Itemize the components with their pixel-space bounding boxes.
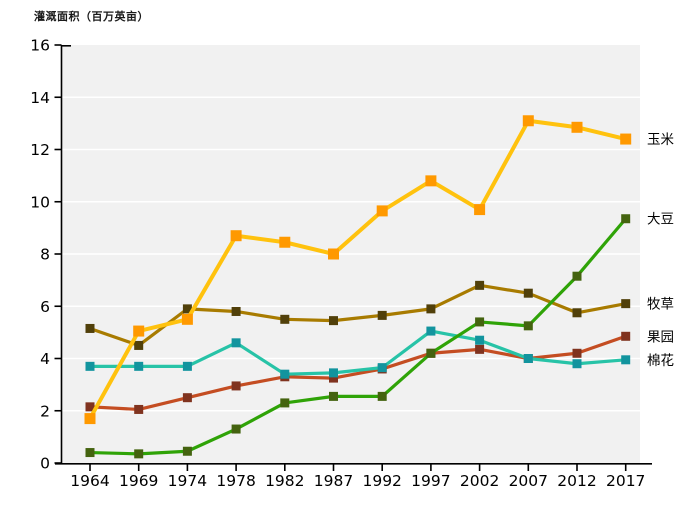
series-line-果园 [88,334,628,412]
y-tick-label: 8 [40,246,50,264]
series-marker-大豆 [231,424,241,434]
series-marker-棉花 [329,368,338,378]
series-line-棉花 [88,329,628,376]
series-marker-棉花 [280,369,290,379]
series-marker-大豆 [572,271,582,281]
series-marker-玉米 [474,204,486,216]
y-tick-label: 0 [40,455,50,473]
series-marker-棉花 [85,361,95,371]
series-marker-玉米 [571,121,583,133]
series-line-大豆 [88,217,628,456]
y-tick-label: 14 [30,89,50,107]
series-marker-牧草 [231,306,241,316]
x-tick-label: 1978 [216,472,255,490]
series-marker-果园 [621,331,631,341]
series-marker-玉米 [425,175,437,187]
series-marker-果园 [329,373,338,383]
series-marker-大豆 [182,446,192,456]
y-tick-label: 10 [30,193,50,211]
x-tick-label: 1997 [411,472,450,490]
x-tick-label: 2012 [557,472,596,490]
series-marker-大豆 [621,214,631,224]
series-marker-大豆 [426,348,436,358]
series-marker-棉花 [377,363,387,373]
x-tick-label: 2007 [509,472,548,490]
series-label-玉米: 玉米 [647,132,675,148]
series-marker-牧草 [426,304,436,314]
series-marker-玉米 [84,413,96,425]
x-tick-label: 1974 [168,472,207,490]
series-label-大豆: 大豆 [647,212,674,228]
series-marker-牧草 [475,280,485,290]
series-marker-果园 [85,402,95,412]
series-marker-棉花 [426,326,436,336]
series-marker-牧草 [621,299,631,309]
x-tick-label: 2002 [460,472,499,490]
series-line-牧草 [88,283,628,348]
y-tick-label: 4 [40,350,50,368]
series-marker-牧草 [182,304,192,314]
x-tick-label: 1969 [119,472,158,490]
series-marker-牧草 [523,288,533,298]
y-tick-label: 6 [40,298,50,316]
series-marker-牧草 [377,310,387,320]
y-tick-label: 16 [30,37,50,55]
series-label-牧草: 牧草 [647,297,674,313]
series-marker-棉花 [523,354,533,363]
series-marker-果园 [475,344,485,354]
series-marker-棉花 [572,359,582,369]
y-tick-label: 12 [30,141,50,159]
series-marker-玉米 [328,248,339,260]
series-marker-棉花 [621,355,631,365]
series-marker-玉米 [376,205,388,217]
y-tick-label: 2 [40,402,50,420]
series-marker-棉花 [134,361,144,371]
series-marker-玉米 [133,325,145,337]
series-marker-牧草 [134,340,144,350]
series-marker-牧草 [572,308,582,318]
series-marker-大豆 [377,391,387,401]
series-marker-牧草 [85,323,95,333]
series-line-玉米 [88,118,628,421]
series-marker-棉花 [182,361,192,371]
series-marker-果园 [182,393,192,403]
series-marker-玉米 [620,133,632,145]
series-marker-玉米 [279,236,291,248]
chart-title: 灌溉面积（百万英亩） [34,10,149,23]
series-marker-牧草 [280,314,290,324]
series-label-棉花: 棉花 [647,353,674,369]
series-marker-牧草 [329,316,338,326]
series-marker-果园 [231,381,241,391]
x-tick-label: 1992 [362,472,401,490]
series-marker-棉花 [475,335,485,345]
series-marker-棉花 [231,338,241,348]
x-tick-label: 2017 [606,472,645,490]
series-marker-大豆 [134,449,144,459]
series-marker-大豆 [280,398,290,408]
series-marker-大豆 [85,448,95,458]
x-tick-label: 1964 [70,472,109,490]
series-marker-大豆 [475,317,485,327]
series-marker-果园 [134,404,144,414]
series-marker-大豆 [329,391,338,401]
x-tick-label: 1982 [265,472,304,490]
series-marker-玉米 [522,115,534,127]
series-marker-大豆 [523,321,533,331]
series-marker-果园 [572,348,582,358]
series-marker-玉米 [230,230,242,242]
series-marker-玉米 [181,313,193,325]
series-label-果园: 果园 [647,329,674,345]
x-tick-label: 1987 [314,472,353,490]
